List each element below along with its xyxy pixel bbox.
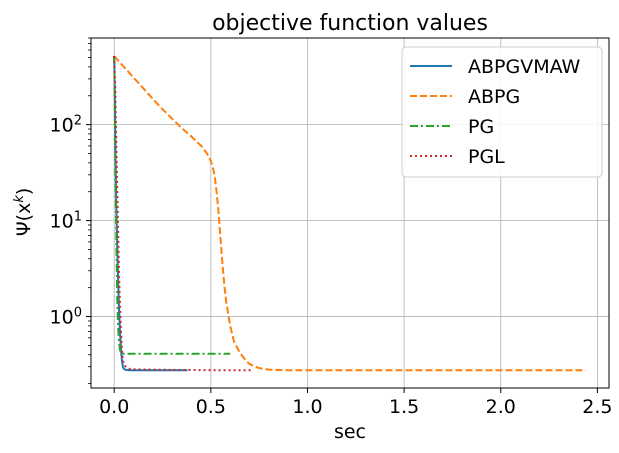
series-line-pg (113, 55, 231, 355)
y-tick-label: 101 (50, 209, 82, 233)
series-line-abpgvmaw (113, 55, 188, 372)
y-tick-label: 102 (50, 113, 82, 137)
x-tick-label: 0.0 (99, 396, 129, 418)
series-line-pgl (113, 55, 254, 372)
plot-frame (90, 37, 610, 389)
series-line-abpg (113, 55, 586, 372)
x-axis-label: sec (334, 421, 366, 443)
x-tick-label: 2.0 (486, 396, 516, 418)
x-tick-label: 2.5 (582, 396, 612, 418)
legend: ABPGVMAW ABPG PG PGL (401, 46, 603, 178)
y-axis-ticks: 100 101 102 (50, 37, 91, 385)
legend-label: ABPGVMAW (468, 56, 581, 78)
x-tick-label: 1.5 (389, 396, 419, 418)
x-tick-label: 0.5 (196, 396, 226, 418)
x-tick-label: 1.0 (292, 396, 322, 418)
legend-label: PG (468, 116, 494, 138)
chart-title: objective function values (212, 11, 488, 36)
y-axis-label: Ψ(xk) (12, 188, 36, 237)
legend-label: ABPG (468, 86, 520, 108)
legend-label: PGL (468, 146, 505, 168)
legend-box (401, 46, 603, 178)
y-tick-label: 100 (50, 305, 82, 329)
x-axis-ticks: 0.0 0.5 1.0 1.5 2.0 2.5 (99, 388, 613, 418)
plot-lines (113, 55, 586, 372)
